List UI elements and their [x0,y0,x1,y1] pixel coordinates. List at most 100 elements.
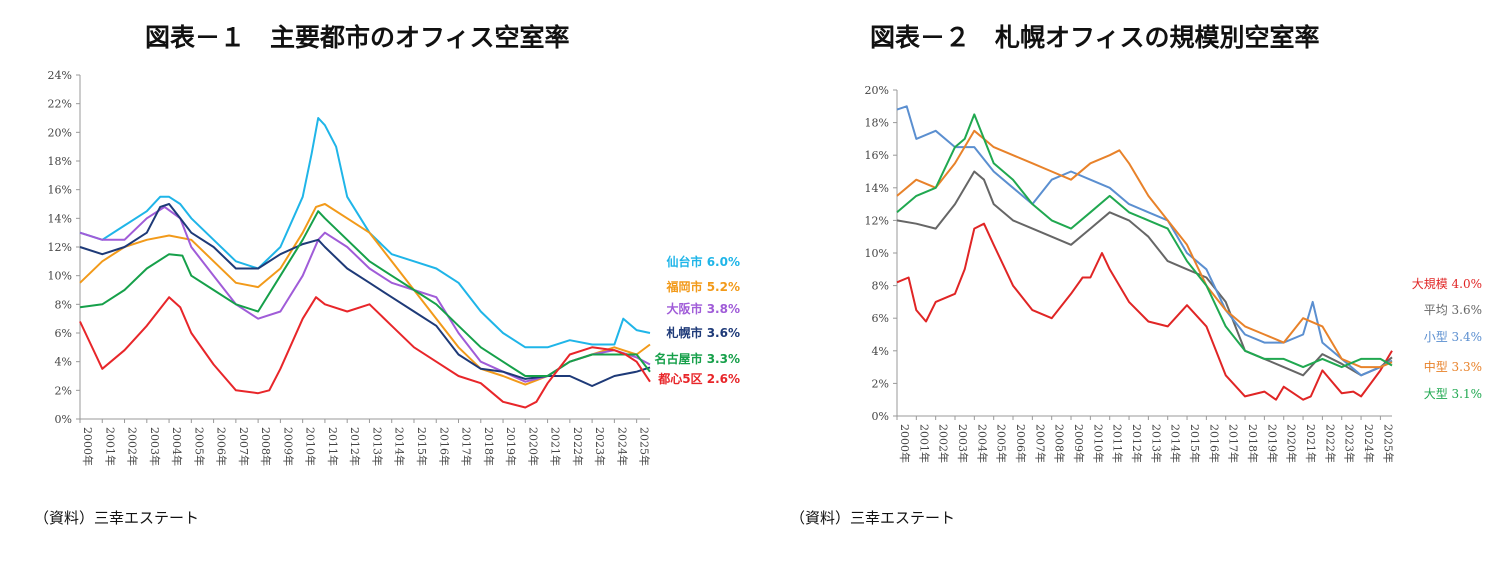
chart2-x-tick-label: 2021年 [1304,424,1318,463]
chart2-y-tick-label: 10% [865,247,889,260]
chart2-x-tick-label: 2006年 [1014,424,1028,463]
chart2-y-tick-label: 12% [865,214,889,227]
chart1-x-tick-label: 2009年 [281,427,295,466]
chart1-series-line [79,117,651,349]
chart1-x-tick-label: 2017年 [460,427,474,466]
chart1-x-tick-label: 2024年 [615,427,629,466]
chart1-x-tick-label: 2003年 [148,427,162,466]
chart2-series-line [896,105,1393,377]
chart1-x-tick-label: 2016年 [437,427,451,466]
chart2-y-tick-label: 18% [865,117,889,130]
chart2-x-tick-label: 2014年 [1169,424,1183,463]
chart1-y-tick-label: 0% [55,413,72,426]
chart2-x-tick-label: 2017年 [1227,424,1241,463]
chart1-x-tick-label: 2014年 [393,427,407,466]
chart1-y-tick-label: 22% [48,98,72,111]
chart1-x-tick-label: 2012年 [348,427,362,466]
chart1-series-label: 仙台市 6.0% [667,254,740,269]
chart1-y-tick-label: 14% [48,212,72,225]
chart2-title: 図表－２ 札幌オフィスの規模別空室率 [870,23,1320,52]
chart1-x-tick-label: 2000年 [81,427,95,466]
chart1-series-line [79,296,651,409]
chart1-y-tick-label: 20% [48,126,72,139]
chart1-y-tick-label: 2% [55,384,72,397]
chart2-x-tick-label: 2023年 [1343,424,1357,463]
chart1-x-tick-label: 2010年 [304,427,318,466]
chart1-x-tick-label: 2001年 [103,427,117,466]
chart2-y-tick-label: 4% [872,345,889,358]
chart1-y-tick-label: 16% [48,184,72,197]
chart2-y-tick-label: 14% [865,182,889,195]
chart2-x-tick-label: 2005年 [995,424,1009,463]
chart2-series-line [896,170,1393,377]
chart1-x-tick-label: 2002年 [126,427,140,466]
chart2-y-tick-label: 20% [865,84,889,97]
chart1-x-tick-label: 2023年 [593,427,607,466]
chart1-y-tick-label: 6% [55,327,72,340]
chart1-x-tick-label: 2011年 [326,427,340,466]
chart1-x-tick-label: 2013年 [370,427,384,466]
chart1-x-tick-label: 2022年 [571,427,585,466]
chart2-x-tick-label: 2003年 [956,424,970,463]
chart1-series-label: 大阪市 3.8% [667,301,740,316]
chart2-series-line [896,222,1393,401]
chart1-y-tick-label: 18% [48,155,72,168]
chart2-x-tick-label: 2004年 [975,424,989,463]
chart1-series-label: 名古屋市 3.3% [655,351,740,366]
chart2-x-tick-label: 2018年 [1246,424,1260,463]
chart2-x-tick-label: 2001年 [917,424,931,463]
chart1-x-tick-label: 2015年 [415,427,429,466]
chart1-series-label: 福岡市 5.2% [666,279,740,294]
chart2-source: （資料）三幸エステート [790,509,956,527]
chart1-series-line [79,203,651,386]
chart1-y-tick-label: 8% [55,298,72,311]
chart1-x-tick-label: 2005年 [192,427,206,466]
chart1-x-tick-label: 2019年 [504,427,518,466]
chart2-x-tick-label: 2008年 [1053,424,1067,463]
chart2-x-tick-label: 2002年 [937,424,951,463]
chart2-x-tick-label: 2016年 [1207,424,1221,463]
chart2-x-tick-label: 2011年 [1111,424,1125,463]
chart2-y-tick-label: 0% [872,410,889,423]
chart2-series-label: 中型 3.3% [1424,359,1482,374]
chart2-x-tick-label: 2010年 [1091,424,1105,463]
chart2-x-tick-label: 2000年 [898,424,912,463]
chart2-y-tick-label: 6% [872,312,889,325]
chart2-y-tick-label: 2% [872,377,889,390]
chart2-series-line [896,113,1393,369]
chart1-x-tick-label: 2020年 [526,427,540,466]
chart1-x-tick-label: 2004年 [170,427,184,466]
chart1-source: （資料）三幸エステート [34,509,200,527]
chart1-x-tick-label: 2006年 [215,427,229,466]
chart1-series-line [79,210,651,377]
chart2-x-tick-label: 2022年 [1323,424,1337,463]
chart1-y-tick-label: 4% [55,356,72,369]
chart2-series-line [896,129,1393,369]
chart1-x-tick-label: 2025年 [638,427,652,466]
chart2-x-tick-label: 2015年 [1188,424,1202,463]
chart2-y-tick-label: 16% [865,149,889,162]
chart1-x-tick-label: 2008年 [259,427,273,466]
chart1-y-tick-label: 12% [48,241,72,254]
chart2-x-tick-label: 2009年 [1072,424,1086,463]
chart2-series-label: 小型 3.4% [1424,330,1482,344]
chart1-title: 図表－１ 主要都市のオフィス空室率 [145,23,570,52]
chart2-x-tick-label: 2020年 [1285,424,1299,463]
chart2-x-tick-label: 2024年 [1362,424,1376,463]
chart2-y-tick-label: 8% [872,280,889,293]
chart2-x-tick-label: 2019年 [1265,424,1279,463]
chart1-series-line [79,205,651,383]
chart2-series-label: 平均 3.6% [1424,303,1482,317]
chart2-x-tick-label: 2013年 [1149,424,1163,463]
chart1-series-label: 札幌市 3.6% [666,325,740,340]
chart1-y-tick-label: 24% [48,69,72,82]
chart1-x-tick-label: 2018年 [482,427,496,466]
chart1-x-tick-label: 2021年 [549,427,563,466]
chart2-series-label: 大規模 4.0% [1412,276,1482,291]
chart2-series-label: 大型 3.1% [1424,387,1482,401]
chart1-x-tick-label: 2007年 [237,427,251,466]
chart2-x-tick-label: 2025年 [1381,424,1395,463]
chart1-series-label: 都心5区 2.6% [657,371,740,386]
chart1-y-tick-label: 10% [48,270,72,283]
